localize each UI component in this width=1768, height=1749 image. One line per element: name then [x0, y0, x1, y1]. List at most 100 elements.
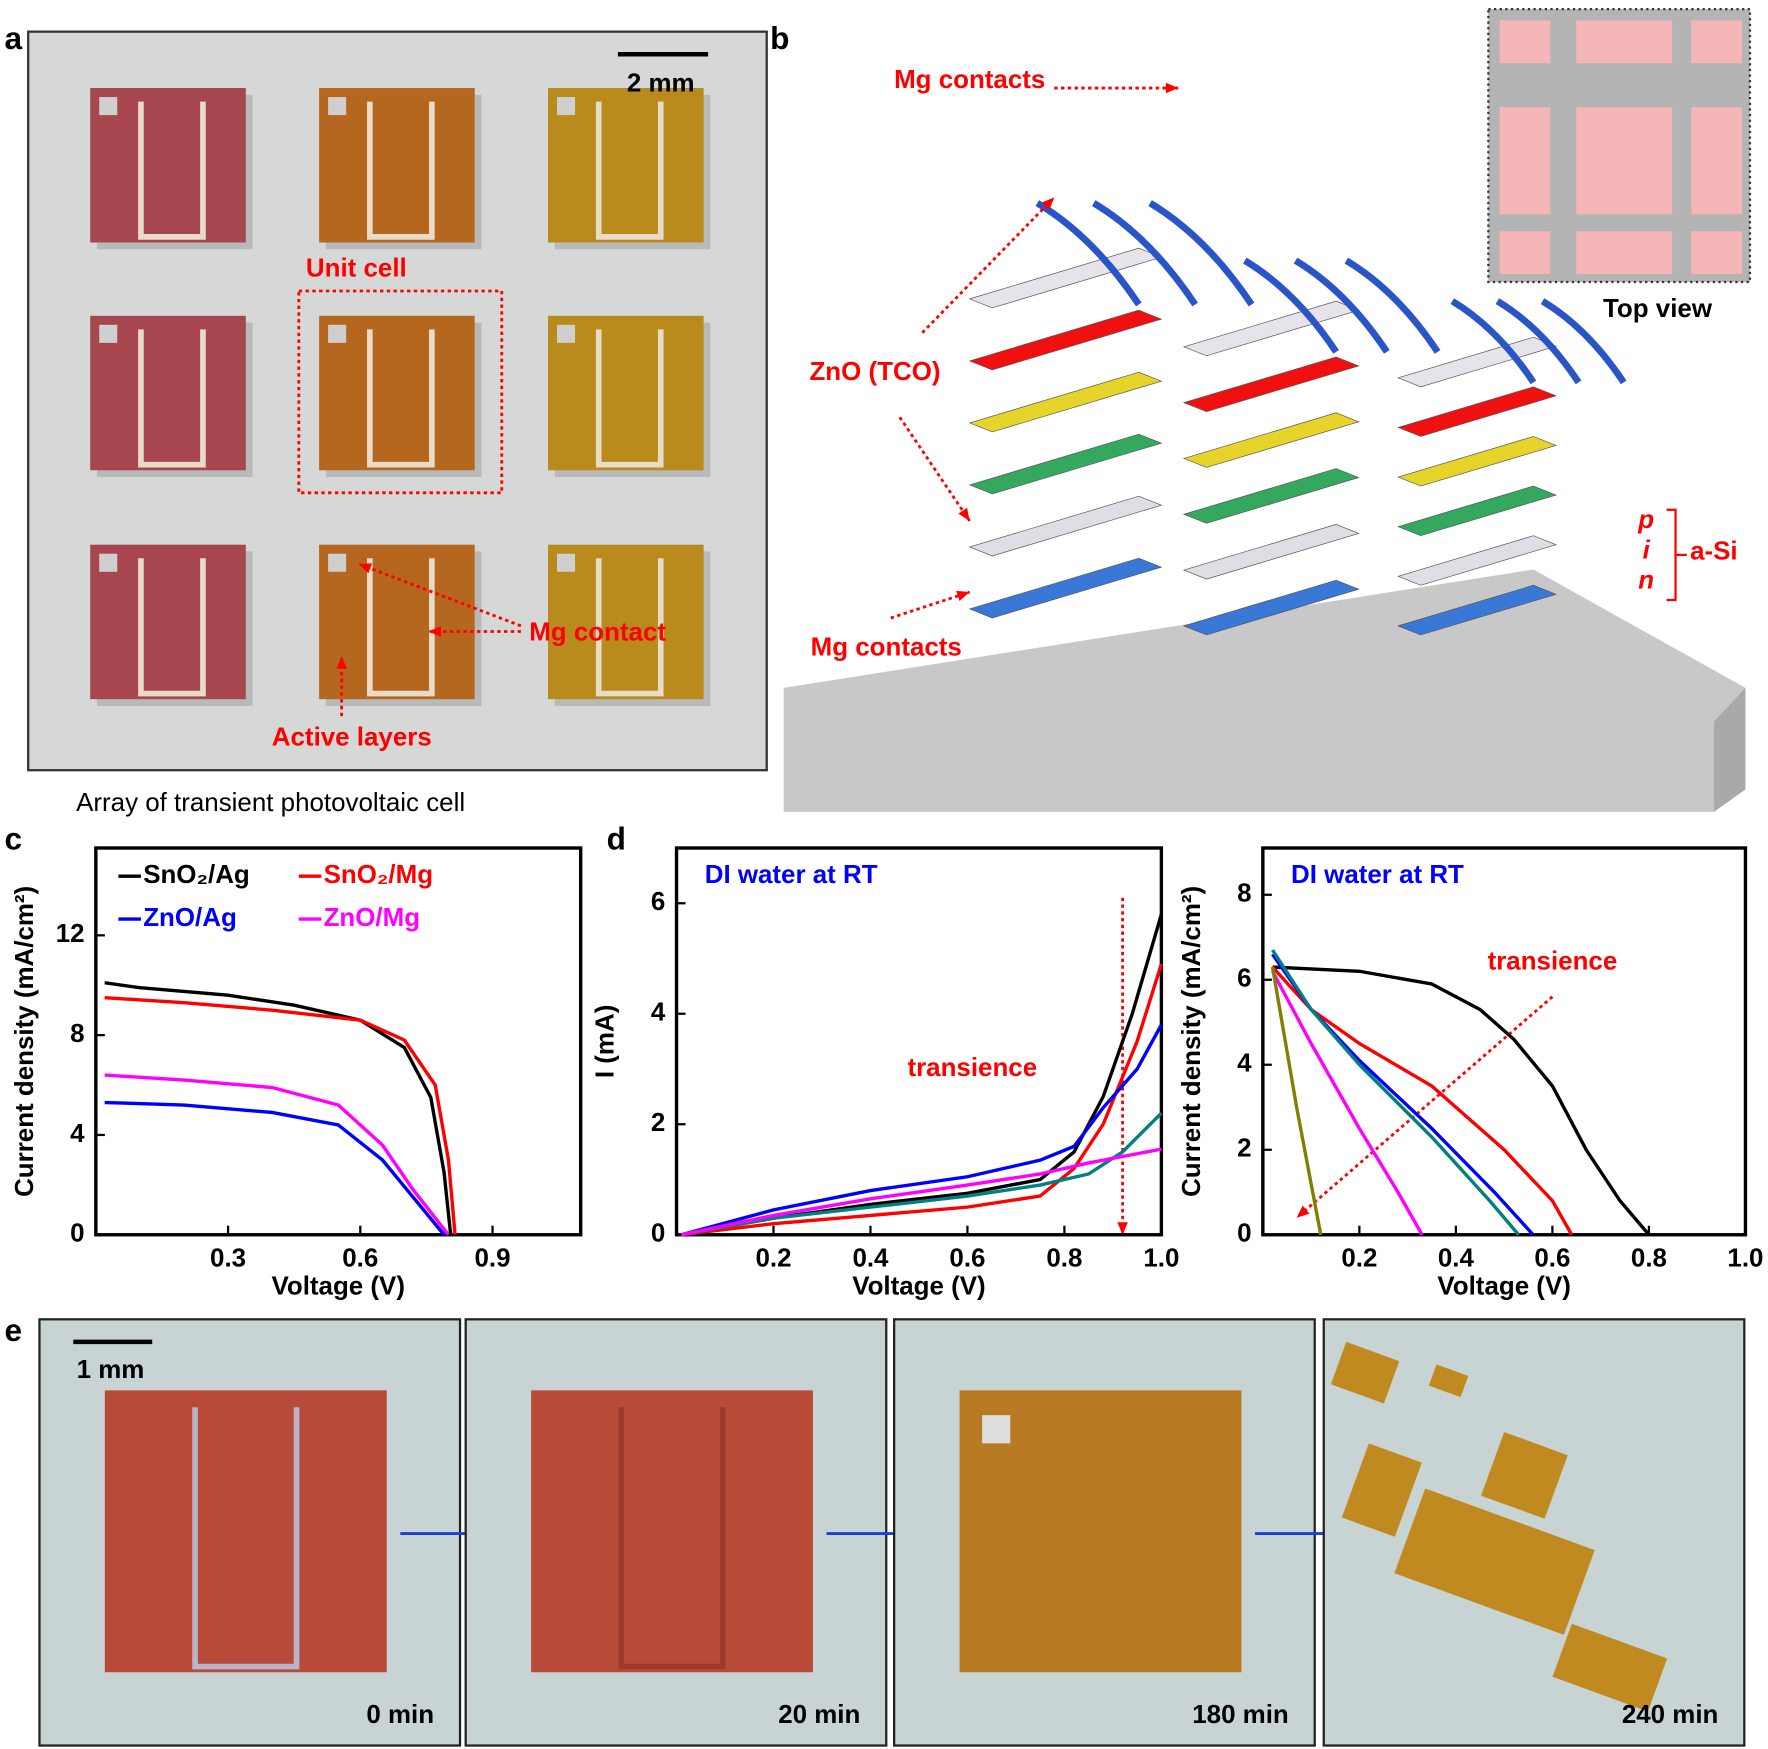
label: p: [1637, 506, 1654, 534]
mg-contact: [1495, 298, 1582, 385]
series-line: [104, 1100, 446, 1236]
series-line: [1270, 966, 1323, 1236]
cell: [104, 1390, 387, 1673]
pad: [99, 97, 118, 116]
arrow: [358, 562, 522, 628]
layer: [968, 433, 1163, 495]
panel-label: b: [770, 20, 789, 56]
layer: [1397, 485, 1558, 537]
x-tick-label: 1.0: [1143, 1244, 1179, 1272]
x-tick-label: 0.9: [475, 1244, 511, 1272]
flake: [1341, 1443, 1422, 1537]
arrow-head: [358, 563, 373, 574]
series-line: [1271, 965, 1574, 1236]
pad: [328, 324, 347, 343]
series-line: [104, 1073, 450, 1236]
mg-contact: [1344, 257, 1441, 354]
top-view-cell: [1576, 20, 1673, 64]
layer: [968, 309, 1163, 371]
contact: [138, 558, 206, 697]
panel-label: a: [5, 20, 23, 56]
x-axis-label: Voltage (V): [1437, 1273, 1570, 1301]
mg-contact: [1293, 257, 1390, 354]
arrow-head: [1165, 82, 1179, 94]
legend-label: ZnO/Mg: [324, 904, 420, 932]
arrow: [921, 196, 1056, 334]
x-tick-label: 0.8: [1046, 1244, 1082, 1272]
time-label: 180 min: [1192, 1701, 1289, 1729]
layer: [1182, 524, 1360, 580]
top-view-cell: [1499, 107, 1551, 215]
x-axis-label: Voltage (V): [852, 1273, 985, 1301]
top-view-cell: [1499, 20, 1551, 64]
x-tick-label: 0.6: [949, 1244, 985, 1272]
y-tick-label: 0: [70, 1220, 84, 1248]
contact: [367, 329, 435, 468]
arrow-head: [336, 656, 347, 669]
arrow: [898, 416, 971, 522]
series-line: [681, 1147, 1162, 1237]
x-tick-label: 0.4: [852, 1244, 889, 1272]
pad: [328, 97, 347, 116]
chart-title: DI water at RT: [1291, 861, 1464, 889]
pad: [99, 324, 118, 343]
pad: [982, 1415, 1011, 1444]
substrate-side: [1713, 687, 1746, 812]
x-tick-label: 1.0: [1727, 1244, 1763, 1272]
y-tick-label: 4: [70, 1120, 85, 1148]
layer: [1397, 336, 1558, 388]
series-line: [681, 963, 1163, 1237]
arrow: [1295, 995, 1554, 1219]
layer: [1182, 356, 1360, 412]
series-line: [680, 1023, 1163, 1237]
plot-frame: [94, 846, 583, 1237]
x-tick-label: 0.3: [210, 1244, 246, 1272]
label: Mg contacts: [894, 66, 1045, 94]
series-line: [681, 1112, 1163, 1237]
label: i: [1643, 536, 1651, 564]
y-tick-label: 6: [651, 888, 665, 916]
label: Active layers: [272, 723, 432, 751]
x-tick-label: 0.2: [1341, 1244, 1377, 1272]
arrow-head: [1296, 1205, 1310, 1218]
y-axis-label: Current density (mA/cm²): [11, 886, 39, 1197]
label: n: [1638, 567, 1654, 595]
layer: [968, 557, 1163, 619]
x-tick-label: 0.6: [342, 1244, 378, 1272]
panel-label: e: [5, 1312, 23, 1348]
contact: [595, 329, 664, 468]
series-line: [1271, 949, 1520, 1236]
time-label: 20 min: [778, 1701, 860, 1729]
panel-label: d: [607, 821, 626, 857]
flake: [1552, 1623, 1668, 1712]
y-tick-label: 2: [651, 1109, 665, 1137]
pad: [557, 324, 576, 343]
mg-contact: [1243, 257, 1339, 354]
flake: [1481, 1432, 1568, 1519]
plot-frame: [674, 846, 1164, 1237]
layer: [968, 495, 1163, 557]
top-view-cell: [1576, 231, 1673, 275]
layer: [968, 371, 1163, 433]
arrow-head: [1117, 1222, 1128, 1235]
panel-label: c: [5, 821, 23, 857]
pad: [557, 553, 576, 572]
legend-label: SnO₂/Mg: [324, 861, 433, 889]
x-tick-label: 0.8: [1631, 1244, 1667, 1272]
layer: [1182, 579, 1360, 636]
flake: [1428, 1364, 1469, 1398]
contact: [138, 101, 206, 240]
time-label: 0 min: [366, 1701, 434, 1729]
pad: [557, 97, 576, 116]
arrow-head: [1041, 197, 1055, 211]
mg-contact: [1540, 298, 1627, 385]
series-line: [1271, 970, 1424, 1236]
label: Mg contacts: [811, 633, 962, 661]
contact: [367, 101, 435, 240]
y-axis-label: I (mA): [591, 1005, 619, 1078]
series-line: [104, 996, 457, 1235]
substrate: [783, 569, 1746, 812]
layer: [1182, 412, 1360, 468]
mg-contact: [1450, 298, 1537, 385]
